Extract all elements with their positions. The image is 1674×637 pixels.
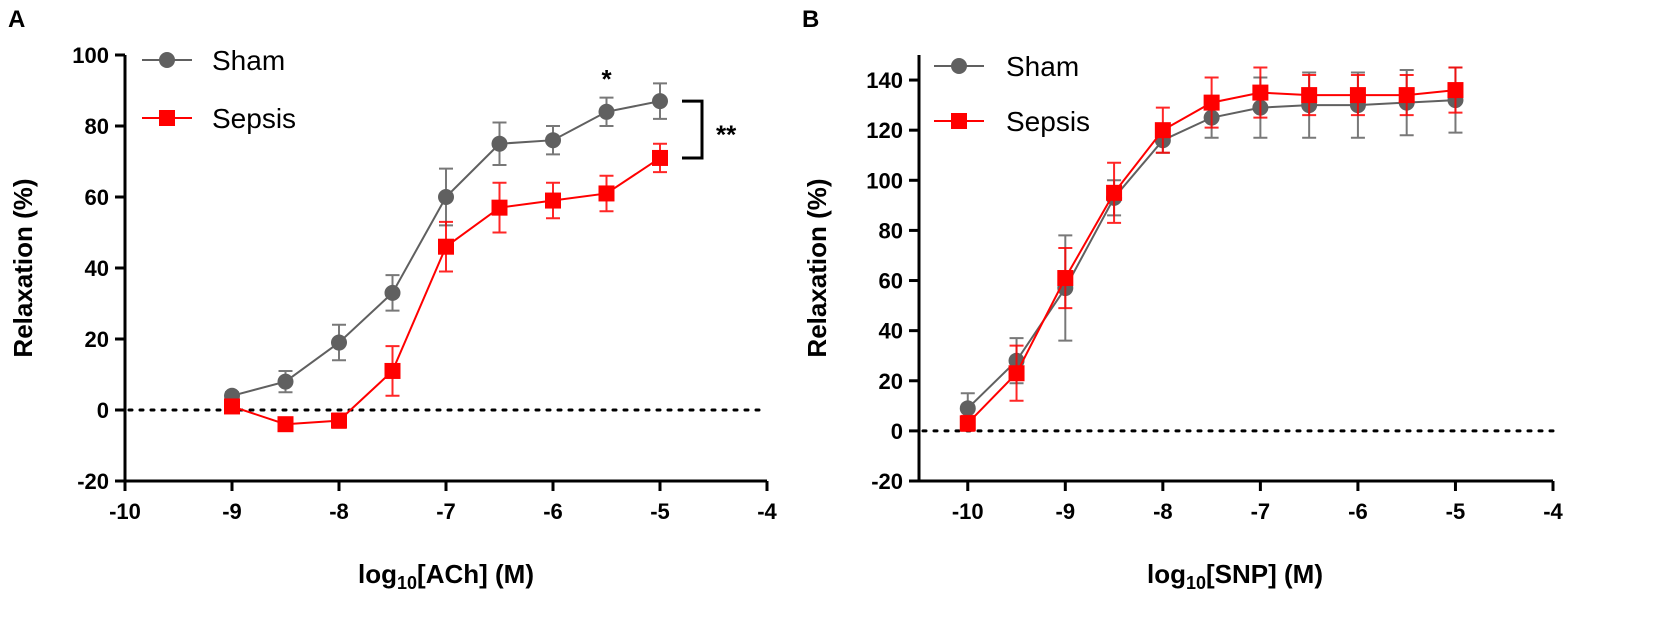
series-line [967,99,1456,410]
svg-text:Sham: Sham [212,45,285,76]
data-point [1057,270,1074,287]
panel-a-annotations: * ** [601,64,737,160]
y-tick-label: 60 [879,269,903,294]
panel-b-series [959,66,1464,432]
y-tick-label: 120 [866,118,903,143]
panel-b-legend: Sham Sepsis [934,51,1090,137]
series-sepsis [959,66,1464,432]
panel-b-x-axis-title: log10[SNP] (M) [1147,559,1323,593]
panel-a-series [224,82,668,433]
x-tick-label: -8 [1153,499,1173,524]
svg-text:Sham: Sham [1006,51,1079,82]
data-point [1154,122,1171,139]
data-point [545,192,561,209]
x-tick-label: -7 [1251,499,1271,524]
y-tick-label: 40 [879,319,903,344]
y-tick-label: -20 [77,469,109,494]
x-tick-label: -8 [329,499,349,524]
x-tick-label: -6 [1348,499,1368,524]
data-point [959,400,976,417]
data-point [598,185,615,202]
data-point [491,135,508,152]
panel-a-label: A [8,6,25,33]
series-sham [224,82,668,404]
data-point [652,93,668,110]
panel-a-x-axis-title: log10[ACh] (M) [358,559,534,593]
panel-b-label: B [802,6,819,33]
x-tick-label: -7 [436,499,456,524]
y-tick-label: 80 [85,114,109,139]
series-line [967,89,1456,425]
y-tick-label: 20 [879,369,903,394]
panel-b-legend-sham: Sham [934,51,1079,82]
data-point [545,132,561,149]
data-point [331,334,347,351]
panel-a-legend-sepsis: Sepsis [142,103,296,134]
panel-a-legend-sham: Sham [142,45,285,76]
panel-a-y-ticks: -20 0 20 40 60 80 100 [72,43,125,494]
data-point [1301,87,1318,104]
data-point [1398,87,1415,104]
data-point [1203,94,1220,111]
data-point [224,398,240,415]
data-point [1008,365,1025,382]
legend-square-marker [159,110,175,126]
y-tick-label: 100 [866,168,903,193]
x-tick-label: -9 [222,499,242,524]
data-point [491,199,508,216]
x-tick-label: -10 [109,499,141,524]
data-point [384,362,401,379]
x-tick-label: -4 [757,499,777,524]
legend-square-marker [951,113,967,129]
x-tick-label: -10 [952,499,984,524]
svg-text:Sepsis: Sepsis [1006,106,1090,137]
panel-a-x-ticks: -10 -9 -8 -7 -6 -5 -4 [109,481,778,524]
data-point [1447,82,1464,99]
y-tick-label: 40 [85,256,109,281]
panel-a-y-axis-title: Relaxation (%) [8,178,38,357]
annotation-double-star: ** [716,120,737,150]
y-tick-label: 80 [879,218,903,243]
x-tick-label: -6 [543,499,563,524]
panel-b-x-ticks: -10 -9 -8 -7 -6 -5 -4 [952,481,1564,524]
y-tick-label: -20 [871,469,903,494]
data-point [1349,87,1366,104]
data-point [1252,84,1269,101]
annotation-single-star: * [601,64,612,94]
y-tick-label: 60 [85,185,109,210]
data-point [652,149,668,166]
panel-b-legend-sepsis: Sepsis [934,106,1090,137]
x-tick-label: -4 [1543,499,1563,524]
y-tick-label: 0 [97,398,109,423]
annotation-bracket [682,99,704,160]
data-point [598,103,615,120]
y-tick-label: 140 [866,68,903,93]
x-tick-label: -5 [650,499,670,524]
data-point [331,412,347,429]
y-tick-label: 20 [85,327,109,352]
data-point [277,416,294,433]
data-point [1106,184,1123,201]
data-point [438,189,454,205]
data-point [438,238,454,255]
data-point [277,373,294,390]
x-tick-label: -9 [1056,499,1076,524]
panel-b-y-axis-title: Relaxation (%) [802,178,832,357]
legend-circle-marker [951,58,967,74]
panel-a: A -20 0 20 40 60 80 100 -10 -9 -8 -7 -6 -5 -4 Relaxa… [8,6,778,593]
data-point [959,415,976,432]
svg-text:Sepsis: Sepsis [212,103,296,134]
x-tick-label: -5 [1446,499,1466,524]
panel-a-legend: Sham Sepsis [142,45,296,134]
y-tick-label: 100 [72,43,109,68]
y-tick-label: 0 [891,419,903,444]
series-sepsis [224,142,668,433]
data-point [384,284,401,301]
legend-circle-marker [159,52,175,68]
panel-b-y-ticks: -20 0 20 40 60 80 100 120 140 [866,68,919,494]
